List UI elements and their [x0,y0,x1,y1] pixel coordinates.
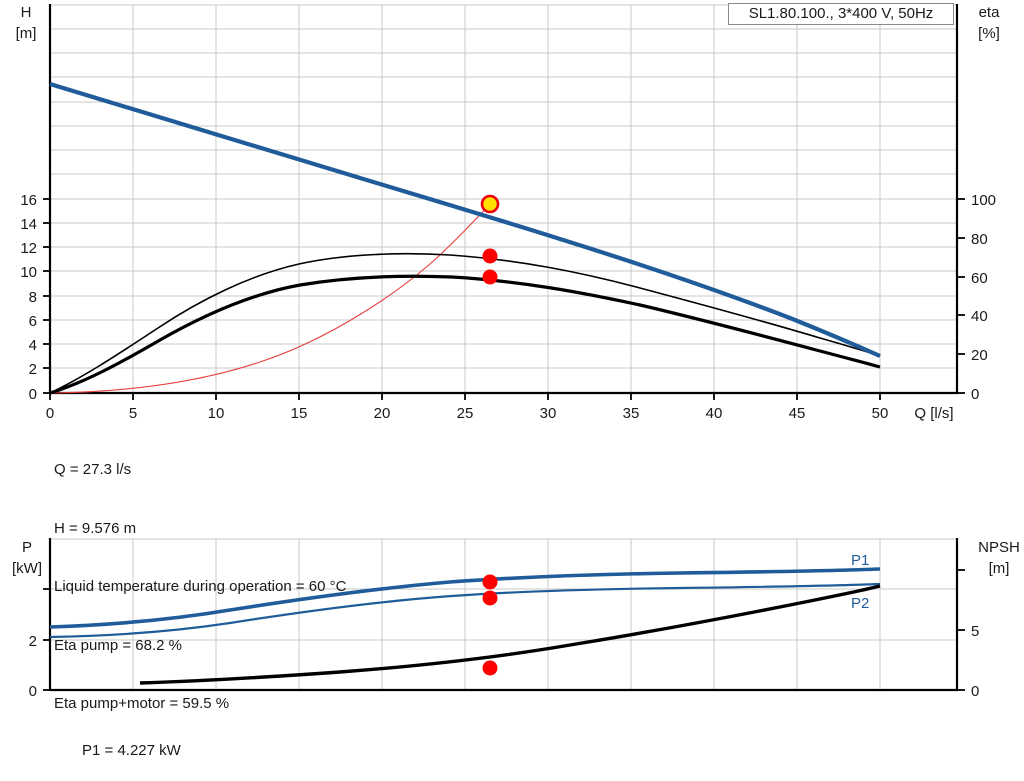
tick-label: 0 [971,683,979,700]
main-x-axis-title: Q [l/s] [914,405,953,422]
tick-label: 0 [971,386,979,403]
main-chart-bottom-tick-labels: 0 5 10 15 20 25 30 35 40 45 50 [46,405,889,422]
p1-point-marker [482,574,498,590]
tick-label: 0 [29,683,37,700]
eta-pump-motor-curve [49,274,881,395]
main-y-axis-title-line2: [m] [16,25,37,42]
npsh-point-marker [482,660,498,676]
readout-q: Q = 27.3 l/s [54,461,132,478]
eta-pump-point-marker [482,248,498,264]
bottom-y-axis-title-line1: P [22,539,32,556]
tick-label: 6 [29,313,37,330]
p2-curve-label: P2 [851,595,869,612]
tick-label: 25 [457,405,474,422]
bottom-chart-curves [49,567,881,685]
bottom-chart-right-tick-labels: 0 5 [971,623,979,700]
main-chart-bottom-ticks [49,393,881,400]
tick-label: 40 [971,308,988,325]
tick-label: 35 [623,405,640,422]
tick-label: 2 [29,633,37,650]
bottom-readout-block: P1 = 4.227 kW P2 = 3.69 kW NPSH = 2.23 m [82,702,187,781]
tick-label: 2 [29,361,37,378]
bottom-chart-left-ticks [43,588,50,691]
tick-label: 8 [29,289,37,306]
main-chart-left-tick-labels: 0 2 4 6 8 10 12 14 16 [20,192,37,403]
readout-eta-pump: Eta pump = 68.2 % [54,636,182,654]
eta-pump-curve [49,252,881,394]
tick-label: 5 [129,405,137,422]
tick-label: 10 [20,264,37,281]
tick-label: 40 [706,405,723,422]
chart-title-box: SL1.80.100., 3*400 V, 50Hz [728,3,954,25]
main-y2-axis-title-line1: eta [979,4,1001,21]
tick-label: 14 [20,216,37,233]
bottom-chart-right-ticks [957,569,965,691]
p2-curve [49,582,881,639]
tick-label: 50 [872,405,889,422]
p1-curve-label: P1 [851,552,869,569]
tick-label: 20 [374,405,391,422]
system-curve [49,203,491,394]
main-chart-right-tick-labels: 0 20 40 60 80 100 [971,192,996,403]
main-chart-left-ticks [43,198,50,394]
bottom-chart-markers [482,574,498,676]
tick-label: 10 [208,405,225,422]
main-chart-markers [480,194,500,285]
p1-curve [49,567,881,629]
tick-label: 0 [29,386,37,403]
main-chart-right-ticks [957,198,965,394]
tick-label: 60 [971,270,988,287]
bottom-y2-axis-title-line2: [m] [989,560,1010,577]
readout-p1: P1 = 4.227 kW [82,742,181,759]
tick-label: 15 [291,405,308,422]
main-chart-curves [49,81,881,395]
main-y2-axis-title-line2: [%] [978,25,1000,42]
tick-label: 0 [46,405,54,422]
tick-label: 20 [971,347,988,364]
tick-label: 45 [789,405,806,422]
chart-title-text: SL1.80.100., 3*400 V, 50Hz [748,5,934,22]
main-chart-group: 0 2 4 6 8 10 12 14 16 0 5 10 15 20 25 30… [16,4,1001,422]
tick-label: 4 [29,337,37,354]
bottom-y-axis-title-line2: [kW] [12,560,42,577]
main-readout-block: Q = 27.3 l/s H = 9.576 m Liquid temperat… [54,421,346,753]
head-curve [49,81,881,358]
main-chart-gridlines [49,4,958,394]
npsh-curve [139,584,881,685]
tick-label: 30 [540,405,557,422]
bottom-y2-axis-title-line1: NPSH [978,539,1020,556]
eta-pump-motor-point-marker [482,269,498,285]
bottom-chart-group: 0 2 0 5 P [kW] NPSH [m] P1 P2 [12,538,1020,700]
tick-label: 100 [971,192,996,209]
duty-point-marker [480,194,500,214]
bottom-chart-left-tick-labels: 0 2 [29,633,37,700]
tick-label: 5 [971,623,979,640]
bottom-chart-axes [48,538,959,692]
main-y-axis-title-line1: H [21,4,32,21]
tick-label: 80 [971,231,988,248]
p2-point-marker [482,590,498,606]
tick-label: 16 [20,192,37,209]
readout-eta-pump-motor: Eta pump+motor = 59.5 % [54,695,230,712]
tick-label: 12 [20,240,37,257]
readout-h: H = 9.576 m [54,519,137,537]
readout-liquid-temperature: Liquid temperature during operation = 60… [54,578,347,595]
